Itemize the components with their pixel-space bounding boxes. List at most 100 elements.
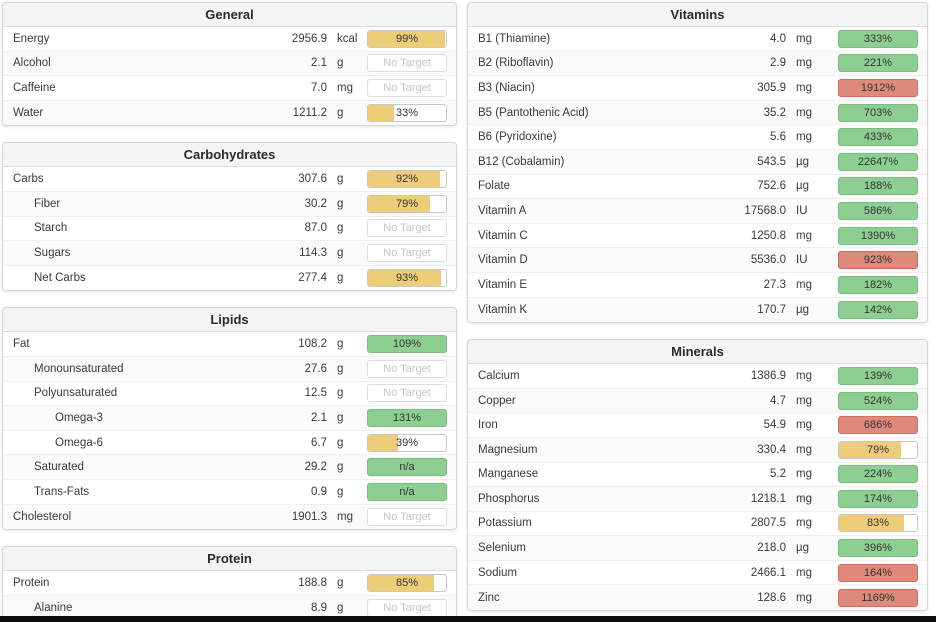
progress-label: 333% [863, 32, 893, 45]
nutrient-unit: mg [796, 468, 812, 481]
nutrient-unit: mg [796, 106, 812, 119]
nutrient-row-starch[interactable]: Starch 87.0 g No Target [3, 216, 456, 242]
nutrient-row-sodium[interactable]: Sodium 2466.1 mg 164% [468, 560, 927, 586]
nutrient-row-cholesterol[interactable]: Cholesterol 1901.3 mg No Target [3, 504, 456, 530]
nutrient-value: 87.0 [304, 222, 327, 235]
nutrient-unit: g [337, 197, 344, 210]
target-progress-bar: 33% [367, 104, 447, 123]
panel-vitamins: Vitamins B1 (Thiamine) 4.0 mg 333% B2 (Ribofl… [467, 2, 928, 324]
nutrient-row-phosphorus[interactable]: Phosphorus 1218.1 mg 174% [468, 487, 927, 512]
target-progress-bar: 99% [367, 29, 447, 48]
nutrient-row-saturated[interactable]: Saturated 29.2 g n/a [3, 455, 456, 480]
nutrient-row-caffeine[interactable]: Caffeine 7.0 mg No Target [3, 76, 456, 101]
progress-label: 224% [863, 468, 893, 481]
nutrient-unit: µg [796, 155, 810, 168]
nutrient-unit: g [337, 485, 344, 498]
nutrient-row-b3-niacin[interactable]: B3 (Niacin) 305.9 mg 1912% [468, 76, 927, 101]
nutrient-label: Vitamin D [478, 254, 528, 267]
nutrient-value: 2466.1 [750, 566, 786, 579]
nutrient-label: Polyunsaturated [34, 387, 118, 400]
nutrient-row-omega-3[interactable]: Omega-3 2.1 g 131% [3, 406, 456, 431]
nutrient-unit: g [337, 338, 344, 351]
nutrient-unit: mg [796, 57, 812, 70]
target-progress-bar: 83% [838, 514, 918, 533]
nutrient-row-alcohol[interactable]: Alcohol 2.1 g No Target [3, 51, 456, 77]
nutrient-row-b6-pyridoxine[interactable]: B6 (Pyridoxine) 5.6 mg 433% [468, 125, 927, 150]
nutrient-label: B5 (Pantothenic Acid) [478, 106, 589, 119]
nutrient-label: Protein [13, 576, 50, 589]
nutrient-row-vitamin-k[interactable]: Vitamin K 170.7 µg 142% [468, 297, 927, 323]
nutrient-value: 5536.0 [750, 254, 786, 267]
nutrient-row-vitamin-a[interactable]: Vitamin A 17568.0 IU 586% [468, 199, 927, 224]
nutrient-label: Vitamin K [478, 303, 528, 316]
nutrient-row-protein[interactable]: Protein 188.8 g 85% [3, 571, 456, 596]
nutrient-row-potassium[interactable]: Potassium 2807.5 mg 83% [468, 511, 927, 537]
nutrient-unit: g [337, 362, 344, 375]
progress-label: 92% [395, 173, 419, 186]
nutrient-row-polyunsaturated[interactable]: Polyunsaturated 12.5 g No Target [3, 381, 456, 407]
nutrient-row-magnesium[interactable]: Magnesium 330.4 mg 79% [468, 437, 927, 463]
nutrient-row-fiber[interactable]: Fiber 30.2 g 79% [3, 191, 456, 217]
nutrient-unit: mg [796, 419, 812, 432]
nutrient-value: 2956.9 [291, 32, 327, 45]
nutrient-unit: g [337, 107, 344, 120]
nutrient-row-b2-riboflavin[interactable]: B2 (Riboflavin) 2.9 mg 221% [468, 51, 927, 77]
nutrient-row-b5-pantothenic-acid[interactable]: B5 (Pantothenic Acid) 35.2 mg 703% [468, 100, 927, 126]
nutrient-row-water[interactable]: Water 1211.2 g 33% [3, 100, 456, 126]
nutrient-label: Omega-3 [55, 411, 103, 424]
nutrient-unit: g [337, 246, 344, 259]
nutrient-value: 54.9 [763, 419, 786, 432]
nutrient-row-monounsaturated[interactable]: Monounsaturated 27.6 g No Target [3, 356, 456, 382]
nutrient-row-calcium[interactable]: Calcium 1386.9 mg 139% [468, 364, 927, 389]
nutrient-row-vitamin-d[interactable]: Vitamin D 5536.0 IU 923% [468, 248, 927, 273]
nutrient-row-sugars[interactable]: Sugars 114.3 g No Target [3, 241, 456, 266]
nutrient-label: Omega-6 [55, 436, 103, 449]
nutrient-row-zinc[interactable]: Zinc 128.6 mg 1169% [468, 585, 927, 611]
nutrient-rows: Energy 2956.9 kcal 99% Alcohol 2.1 g No Target C… [3, 27, 456, 126]
nutrient-row-fat[interactable]: Fat 108.2 g 109% [3, 332, 456, 357]
nutrient-row-iron[interactable]: Iron 54.9 mg 686% [468, 413, 927, 438]
nutrient-row-selenium[interactable]: Selenium 218.0 µg 396% [468, 536, 927, 561]
nutrient-label: Selenium [478, 542, 526, 555]
no-target-badge: No Target [367, 219, 447, 238]
no-target-badge: No Target [367, 54, 447, 73]
progress-label: 586% [863, 204, 893, 217]
nutrient-row-vitamin-e[interactable]: Vitamin E 27.3 mg 182% [468, 272, 927, 298]
nutrient-row-omega-6[interactable]: Omega-6 6.7 g 39% [3, 430, 456, 456]
nutrient-label: Net Carbs [34, 272, 86, 285]
nutrient-label: Manganese [478, 468, 539, 481]
nutrient-row-trans-fats[interactable]: Trans-Fats 0.9 g n/a [3, 479, 456, 505]
nutrient-label: Folate [478, 180, 510, 193]
nutrient-value: 277.4 [298, 272, 327, 285]
progress-label: 396% [863, 542, 893, 555]
nutrient-row-b1-thiamine[interactable]: B1 (Thiamine) 4.0 mg 333% [468, 27, 927, 52]
progress-label: 79% [866, 443, 890, 456]
nutrient-row-manganese[interactable]: Manganese 5.2 mg 224% [468, 462, 927, 488]
panel-title: Vitamins [468, 3, 927, 27]
nutrient-unit: IU [796, 204, 808, 217]
nutrient-unit: g [337, 272, 344, 285]
nutrient-value: 2807.5 [750, 517, 786, 530]
nutrient-unit: g [337, 387, 344, 400]
nutrient-row-net-carbs[interactable]: Net Carbs 277.4 g 93% [3, 265, 456, 291]
nutrient-label: Trans-Fats [34, 485, 90, 498]
target-progress-bar: 131% [367, 408, 447, 427]
nutrient-label: Magnesium [478, 443, 538, 456]
nutrient-row-carbs[interactable]: Carbs 307.6 g 92% [3, 167, 456, 192]
nutrient-row-vitamin-c[interactable]: Vitamin C 1250.8 mg 1390% [468, 223, 927, 249]
target-progress-bar: 85% [367, 573, 447, 592]
nutrient-unit: mg [796, 229, 812, 242]
progress-fill [839, 515, 904, 532]
nutrient-unit: mg [796, 32, 812, 45]
nutrient-label: Iron [478, 419, 498, 432]
nutrient-row-b12-cobalamin[interactable]: B12 (Cobalamin) 543.5 µg 22647% [468, 149, 927, 175]
nutrient-unit: mg [796, 492, 812, 505]
progress-label: 1390% [860, 229, 896, 242]
nutrient-unit: µg [796, 180, 810, 193]
nutrient-row-folate[interactable]: Folate 752.6 µg 188% [468, 174, 927, 200]
nutrient-row-energy[interactable]: Energy 2956.9 kcal 99% [3, 27, 456, 52]
target-progress-bar: 22647% [838, 152, 918, 171]
nutrient-value: 305.9 [757, 81, 786, 94]
target-progress-bar: 1390% [838, 226, 918, 245]
nutrient-row-copper[interactable]: Copper 4.7 mg 524% [468, 388, 927, 414]
